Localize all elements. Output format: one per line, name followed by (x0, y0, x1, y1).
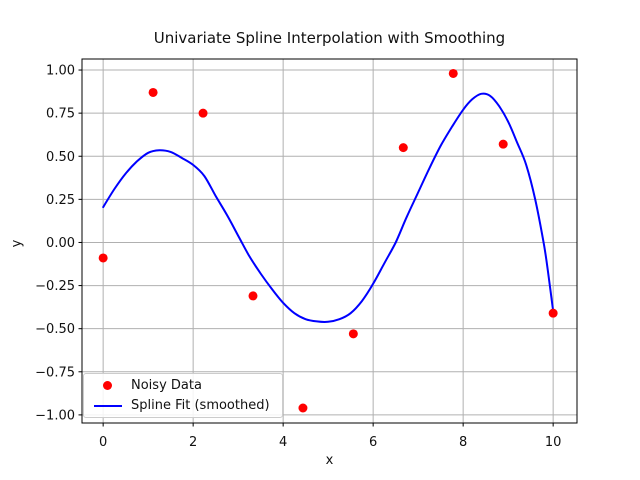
noisy-data-point (198, 108, 208, 118)
axes-border (81, 58, 578, 424)
y-tick-label: 0.25 (46, 193, 75, 208)
noisy-data-point (548, 308, 558, 318)
spline-fit-line (102, 92, 555, 323)
x-tick-label: 0 (99, 435, 107, 450)
y-tick-label: −0.50 (35, 322, 75, 337)
chart-title: Univariate Spline Interpolation with Smo… (153, 29, 506, 47)
x-axis-label: x (325, 453, 334, 468)
noisy-data-point (348, 329, 358, 339)
noisy-data-point (98, 253, 108, 263)
x-tick-label: 4 (279, 435, 287, 450)
noisy-data-point (298, 403, 308, 413)
y-tick-label: 0.75 (46, 107, 75, 122)
noisy-data-point (148, 87, 158, 97)
y-tick-label: −1.00 (35, 408, 75, 423)
noisy-data-point (248, 291, 258, 301)
noisy-data-point (398, 143, 408, 153)
y-tick-label: 0.00 (46, 236, 75, 251)
noisy-data-point (448, 68, 458, 78)
y-tick-label: −0.75 (35, 365, 75, 380)
legend-item-spline-fit: Spline Fit (smoothed) (84, 396, 282, 415)
noisy-data-point (498, 139, 508, 149)
line-marker-icon (93, 404, 122, 407)
legend-marker-wrap (84, 404, 131, 407)
legend-label: Spline Fit (smoothed) (131, 398, 270, 414)
legend-marker-wrap (84, 380, 131, 390)
x-tick-label: 2 (189, 435, 197, 450)
legend-label: Noisy Data (131, 377, 202, 393)
legend: Noisy Data Spline Fit (smoothed) (83, 373, 283, 418)
x-tick-label: 8 (459, 435, 467, 450)
y-tick-label: −0.25 (35, 279, 75, 294)
x-tick-label: 6 (369, 435, 377, 450)
y-tick-label: 1.00 (46, 64, 75, 79)
y-tick-label: 0.50 (46, 150, 75, 165)
x-tick-label: 10 (545, 435, 562, 450)
y-axis-label: y (9, 239, 25, 248)
legend-item-noisy-data: Noisy Data (84, 376, 282, 395)
scatter-dot-icon (103, 380, 112, 390)
